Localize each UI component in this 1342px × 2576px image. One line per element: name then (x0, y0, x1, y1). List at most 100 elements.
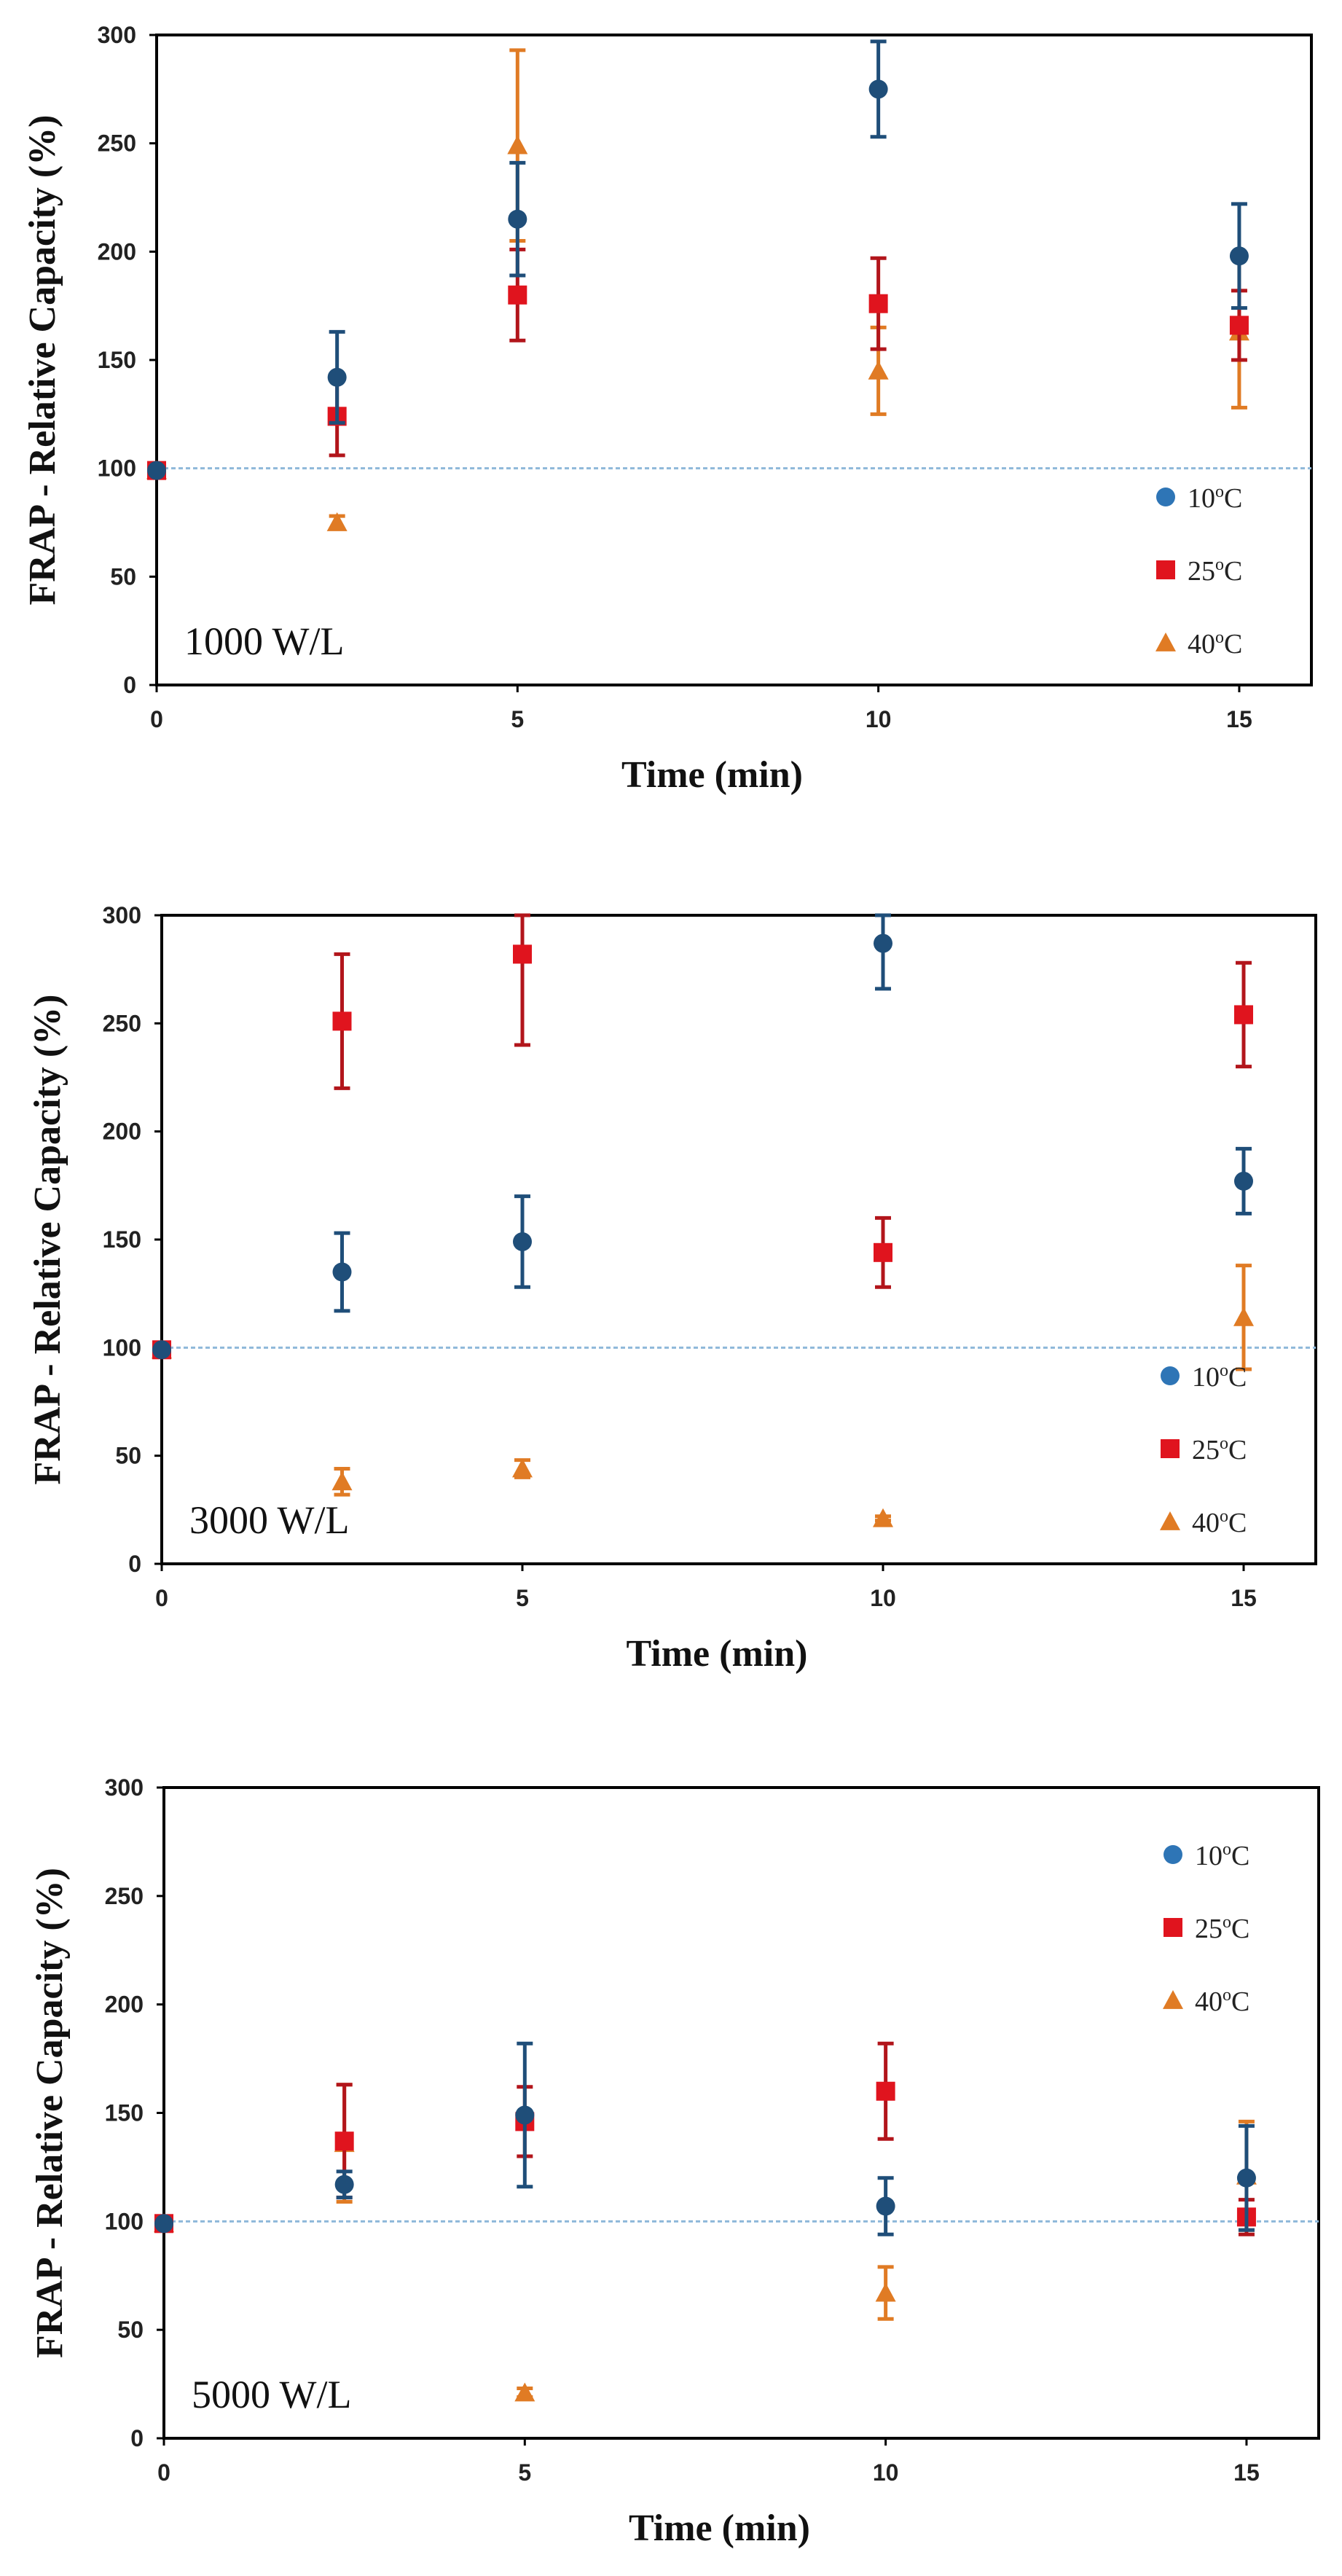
data-point-25C (513, 944, 532, 964)
x-tick-label: 10 (870, 1585, 896, 1611)
data-point-40C (514, 2382, 535, 2402)
x-tick-label: 15 (1231, 1585, 1257, 1611)
data-point-40C (873, 1508, 893, 1527)
y-tick-label: 200 (103, 1119, 141, 1145)
data-point-40C (875, 2282, 896, 2302)
data-point-10C (876, 2196, 895, 2216)
y-tick-label: 250 (98, 130, 136, 157)
data-point-40C (512, 1458, 533, 1478)
panel-annotation: 3000 W/L (189, 1498, 349, 1542)
y-tick-label: 300 (98, 22, 136, 48)
legend: 10oC 25oC 40oC (1163, 1840, 1249, 2017)
data-point-10C (154, 2214, 173, 2234)
series-10C (147, 39, 1249, 480)
data-point-40C (868, 360, 889, 380)
legend-label-10C: 10oC (1195, 1840, 1249, 1871)
panel-annotation: 1000 W/L (184, 619, 344, 663)
y-tick-label: 300 (105, 1774, 144, 1801)
y-axis-label: FRAP - Relative Capacity (%) (29, 1868, 71, 2358)
y-tick-label: 0 (128, 1551, 141, 1577)
data-point-10C (334, 2174, 354, 2194)
data-point-25C (334, 2131, 354, 2151)
panel-annotation: 5000 W/L (192, 2373, 351, 2416)
y-tick-label: 100 (98, 455, 136, 482)
y-tick-label: 50 (117, 2317, 144, 2343)
y-tick-label: 150 (103, 1226, 141, 1253)
legend-marker-10C (1164, 1845, 1182, 1864)
series-10C (154, 2041, 1256, 2236)
data-point-25C (876, 2081, 895, 2101)
data-point-40C (326, 512, 348, 531)
data-point-10C (1229, 246, 1249, 266)
y-tick-label: 250 (103, 1010, 141, 1036)
series-10C (152, 913, 1253, 1360)
y-tick-label: 0 (130, 2425, 144, 2451)
x-tick-label: 10 (873, 2459, 899, 2486)
chart-panel-3: 0 50 100 150 200 250 300 0 5 10 15 Time (min) FRAP -… (29, 1774, 1320, 2549)
legend-marker-10C (1161, 1366, 1180, 1385)
data-point-25C (1234, 1005, 1253, 1025)
x-tick-label: 5 (511, 706, 524, 732)
y-tick-label: 150 (105, 2100, 144, 2126)
data-point-10C (874, 933, 892, 953)
legend-marker-40C (1155, 633, 1176, 651)
data-point-25C (508, 285, 527, 305)
legend-marker-25C (1156, 560, 1175, 579)
data-point-10C (515, 2105, 535, 2125)
data-point-10C (508, 209, 527, 229)
data-point-10C (513, 1232, 532, 1251)
plot-frame (155, 34, 1313, 686)
data-point-10C (152, 1340, 171, 1360)
data-point-10C (332, 1262, 352, 1282)
legend: 10oC 25oC 40oC (1155, 482, 1242, 659)
data-point-25C (332, 1011, 352, 1031)
y-axis-label: FRAP - Relative Capacity (%) (27, 995, 68, 1485)
legend-label-40C: 40oC (1188, 628, 1242, 659)
x-tick-label: 0 (157, 2459, 170, 2486)
plot-frame (160, 914, 1317, 1565)
data-point-10C (147, 461, 166, 480)
legend-label-25C: 25oC (1192, 1434, 1247, 1465)
data-point-10C (868, 79, 888, 99)
chart-panel-2: 0 50 100 150 200 250 300 0 5 10 15 Time (min) FRAP -… (27, 902, 1317, 1675)
x-axis-label: Time (min) (629, 2508, 810, 2549)
y-tick-label: 0 (123, 672, 136, 698)
y-tick-label: 100 (103, 1334, 141, 1361)
y-tick-label: 100 (105, 2208, 144, 2234)
legend-marker-40C (1160, 1511, 1180, 1530)
legend-marker-40C (1163, 1990, 1183, 2009)
legend-marker-10C (1156, 488, 1175, 506)
y-axis-label: FRAP - Relative Capacity (%) (22, 115, 63, 606)
data-point-10C (327, 367, 347, 387)
data-point-25C (1229, 316, 1249, 335)
x-axis-label: Time (min) (627, 1633, 808, 1675)
legend-marker-25C (1161, 1439, 1180, 1458)
data-point-10C (1236, 2168, 1256, 2188)
x-axis-label: Time (min) (621, 754, 803, 796)
legend-label-25C: 25oC (1195, 1913, 1249, 1944)
plot-frame (162, 1786, 1320, 2440)
legend-label-10C: 10oC (1188, 482, 1242, 514)
legend-label-40C: 40oC (1192, 1507, 1247, 1538)
y-tick-label: 50 (115, 1443, 141, 1469)
data-point-25C (868, 294, 888, 313)
legend-marker-25C (1164, 1918, 1182, 1937)
y-tick-label: 200 (105, 1992, 144, 2018)
x-tick-label: 5 (516, 1585, 529, 1611)
y-tick-label: 300 (103, 902, 141, 928)
legend: 10oC 25oC 40oC (1160, 1361, 1247, 1538)
x-tick-label: 10 (866, 706, 892, 732)
data-point-40C (1233, 1307, 1254, 1326)
y-tick-label: 150 (98, 347, 136, 373)
data-point-40C (331, 1471, 353, 1491)
data-point-40C (507, 135, 528, 154)
chart-panel-1: 0 50 100 150 200 250 300 0 5 10 15 Time (min) FRAP -… (22, 22, 1313, 796)
x-tick-label: 15 (1226, 706, 1252, 732)
y-tick-label: 50 (110, 563, 136, 590)
legend-label-25C: 25oC (1188, 555, 1242, 587)
legend-label-40C: 40oC (1195, 1986, 1249, 2017)
legend-label-10C: 10oC (1192, 1361, 1247, 1393)
x-tick-label: 0 (155, 1585, 168, 1611)
